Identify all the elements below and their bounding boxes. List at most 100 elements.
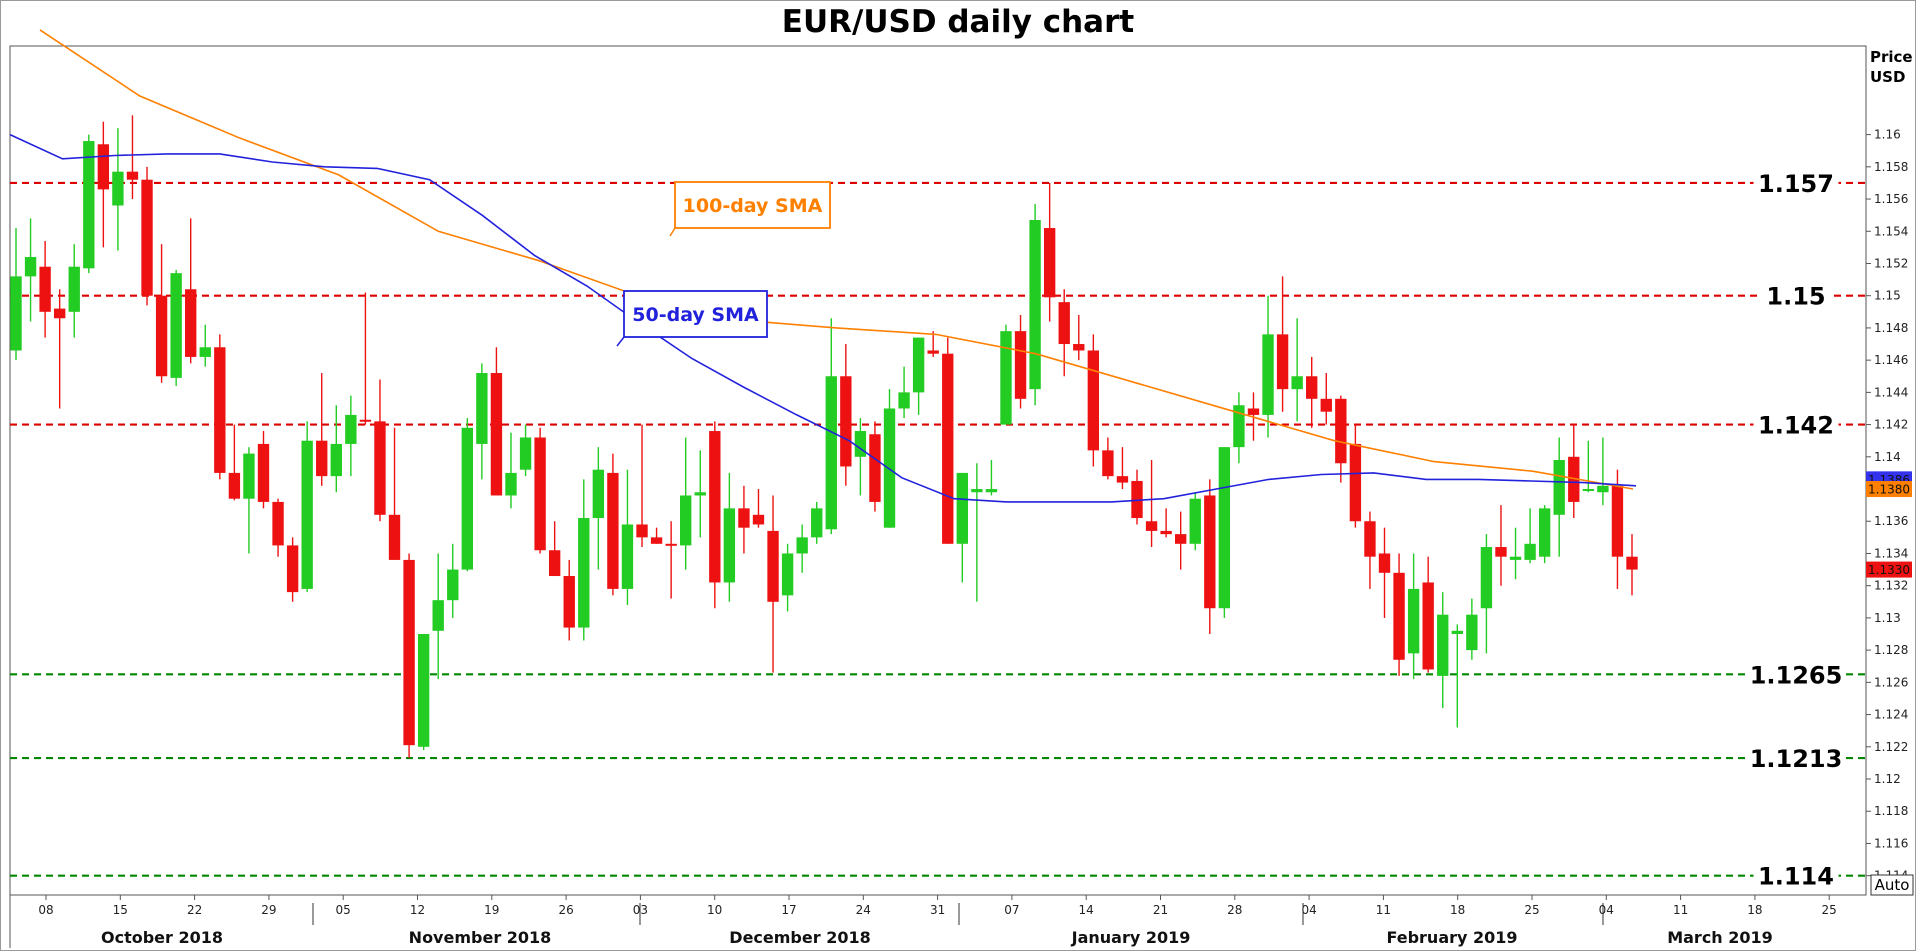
candle-down <box>1175 534 1187 544</box>
y-tick-label: 1.152 <box>1874 256 1908 270</box>
candle-down <box>1364 521 1376 557</box>
candle-down <box>1422 582 1434 670</box>
candle-up <box>1407 588 1420 654</box>
x-tick-label: 17 <box>781 903 796 917</box>
candle-up <box>680 495 692 546</box>
candle-down <box>1116 476 1129 483</box>
y-tick-label: 1.15 <box>1874 289 1901 303</box>
month-label: October 2018 <box>101 928 223 947</box>
month-label: March 2019 <box>1667 928 1773 947</box>
y-unit-label-usd: USD <box>1870 68 1905 86</box>
candle-down <box>534 437 546 551</box>
candle-down <box>738 508 750 528</box>
candle-down <box>1102 450 1114 477</box>
candle-up <box>985 489 998 493</box>
candle-down <box>97 144 110 190</box>
candle-down <box>869 434 881 502</box>
candle-up <box>723 508 736 583</box>
y-unit-label-price: Price <box>1870 48 1913 66</box>
candle-up <box>825 376 837 530</box>
candle-down <box>126 171 139 180</box>
candle-up <box>1218 447 1231 609</box>
x-tick-label: 12 <box>410 903 425 917</box>
candle-up <box>301 440 313 589</box>
sma50-annotation-label: 50-day SMA <box>632 304 759 326</box>
y-tick-label: 1.132 <box>1874 579 1908 593</box>
candle-up <box>432 600 444 631</box>
candle-up <box>1233 405 1245 448</box>
plot-area <box>9 45 1867 896</box>
month-label: December 2018 <box>729 928 870 947</box>
candle-up <box>578 518 590 628</box>
value-tag-label: 1.1330 <box>1868 563 1910 577</box>
candle-down <box>1349 443 1362 522</box>
candle-down <box>636 524 648 538</box>
month-label: November 2018 <box>409 928 552 947</box>
x-tick-label: 15 <box>113 903 128 917</box>
candle-up <box>796 537 808 554</box>
candle-down <box>141 179 153 296</box>
x-tick-label: 25 <box>1524 903 1539 917</box>
candle-down <box>607 472 619 589</box>
y-tick-label: 1.136 <box>1874 514 1908 528</box>
y-tick-label: 1.144 <box>1874 385 1908 399</box>
candle-down <box>840 376 852 467</box>
y-tick-label: 1.13 <box>1874 611 1901 625</box>
y-tick-label: 1.118 <box>1874 804 1908 818</box>
candle-up <box>417 634 430 747</box>
candle-down <box>767 530 779 602</box>
candle-down <box>53 308 66 319</box>
y-tick-label: 1.16 <box>1874 128 1901 142</box>
candle-down <box>563 576 575 628</box>
x-tick-label: 05 <box>336 903 351 917</box>
candle-up <box>811 508 823 538</box>
y-tick-label: 1.14 <box>1874 450 1901 464</box>
candle-down <box>1626 556 1638 570</box>
level-label-background <box>1753 410 1839 439</box>
x-tick-label: 22 <box>187 903 202 917</box>
y-tick-label: 1.116 <box>1874 836 1908 850</box>
candle-down <box>374 421 386 515</box>
value-tag-label: 1.1380 <box>1868 483 1910 497</box>
sma50-line <box>9 133 1637 503</box>
candle-up <box>956 472 968 544</box>
candle-down <box>39 266 51 312</box>
candle-up <box>1291 376 1303 390</box>
x-tick-label: 18 <box>1450 903 1465 917</box>
x-tick-label: 21 <box>1153 903 1168 917</box>
candle-up <box>883 408 896 528</box>
candle-down <box>1204 495 1216 609</box>
candle-down <box>927 350 939 354</box>
x-tick-label: 04 <box>1301 903 1316 917</box>
candle-up <box>912 337 925 393</box>
candle-down <box>1160 530 1172 535</box>
candle-up <box>1524 543 1536 560</box>
x-tick-label: 28 <box>1227 903 1242 917</box>
sma100-annotation-label: 100-day SMA <box>683 195 823 217</box>
candle-down <box>1087 350 1100 451</box>
y-tick-label: 1.146 <box>1874 353 1908 367</box>
y-tick-label: 1.122 <box>1874 740 1908 754</box>
candle-up <box>971 489 983 493</box>
candle-up <box>1000 331 1012 425</box>
candle-down <box>942 353 954 544</box>
candle-down <box>665 543 677 546</box>
x-tick-label: 08 <box>38 903 53 917</box>
candle-up <box>10 276 22 351</box>
candle-up <box>170 273 182 378</box>
value-tag <box>1866 481 1912 498</box>
candle-up <box>519 437 532 470</box>
candle-down <box>709 431 721 583</box>
candle-up <box>1466 614 1478 651</box>
candle-down <box>1276 334 1289 390</box>
candle-down <box>1611 485 1624 557</box>
candle-down <box>1393 572 1405 660</box>
level-label-background <box>1761 281 1831 310</box>
x-tick-label: 19 <box>484 903 499 917</box>
x-tick-label: 29 <box>261 903 276 917</box>
candle-up <box>1480 547 1493 609</box>
auto-button[interactable] <box>1870 874 1914 896</box>
candle-down <box>1306 376 1318 399</box>
candle-up <box>24 257 37 277</box>
auto-button-label[interactable]: Auto <box>1875 876 1910 894</box>
